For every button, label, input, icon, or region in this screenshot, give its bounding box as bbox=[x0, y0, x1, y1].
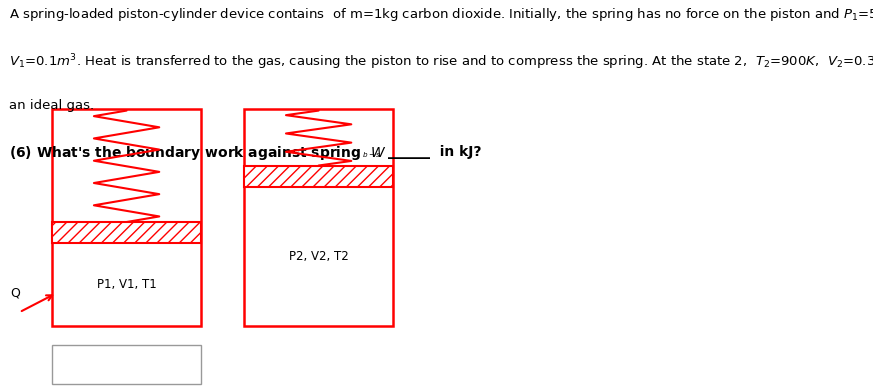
Text: Q: Q bbox=[10, 286, 20, 300]
Text: (6) What's the boundary work against spring  $W$: (6) What's the boundary work against spr… bbox=[9, 144, 386, 161]
Bar bbox=[52, 222, 201, 243]
Bar bbox=[52, 109, 201, 326]
Bar bbox=[244, 109, 393, 326]
Text: P1, V1, T1: P1, V1, T1 bbox=[97, 278, 156, 291]
Text: A spring-loaded piston-cylinder device contains  of m=1kg carbon dioxide. Initia: A spring-loaded piston-cylinder device c… bbox=[9, 6, 873, 23]
Text: P2, V2, T2: P2, V2, T2 bbox=[289, 250, 348, 263]
Text: $V_1$=0.1$m^3$. Heat is transferred to the gas, causing the piston to rise and t: $V_1$=0.1$m^3$. Heat is transferred to t… bbox=[9, 52, 873, 72]
Bar bbox=[244, 166, 393, 187]
Text: $_{b-s}$: $_{b-s}$ bbox=[362, 150, 382, 160]
Bar bbox=[52, 345, 201, 384]
Text: an ideal gas.: an ideal gas. bbox=[9, 99, 94, 112]
Text: ______  in kJ?: ______ in kJ? bbox=[388, 145, 482, 159]
